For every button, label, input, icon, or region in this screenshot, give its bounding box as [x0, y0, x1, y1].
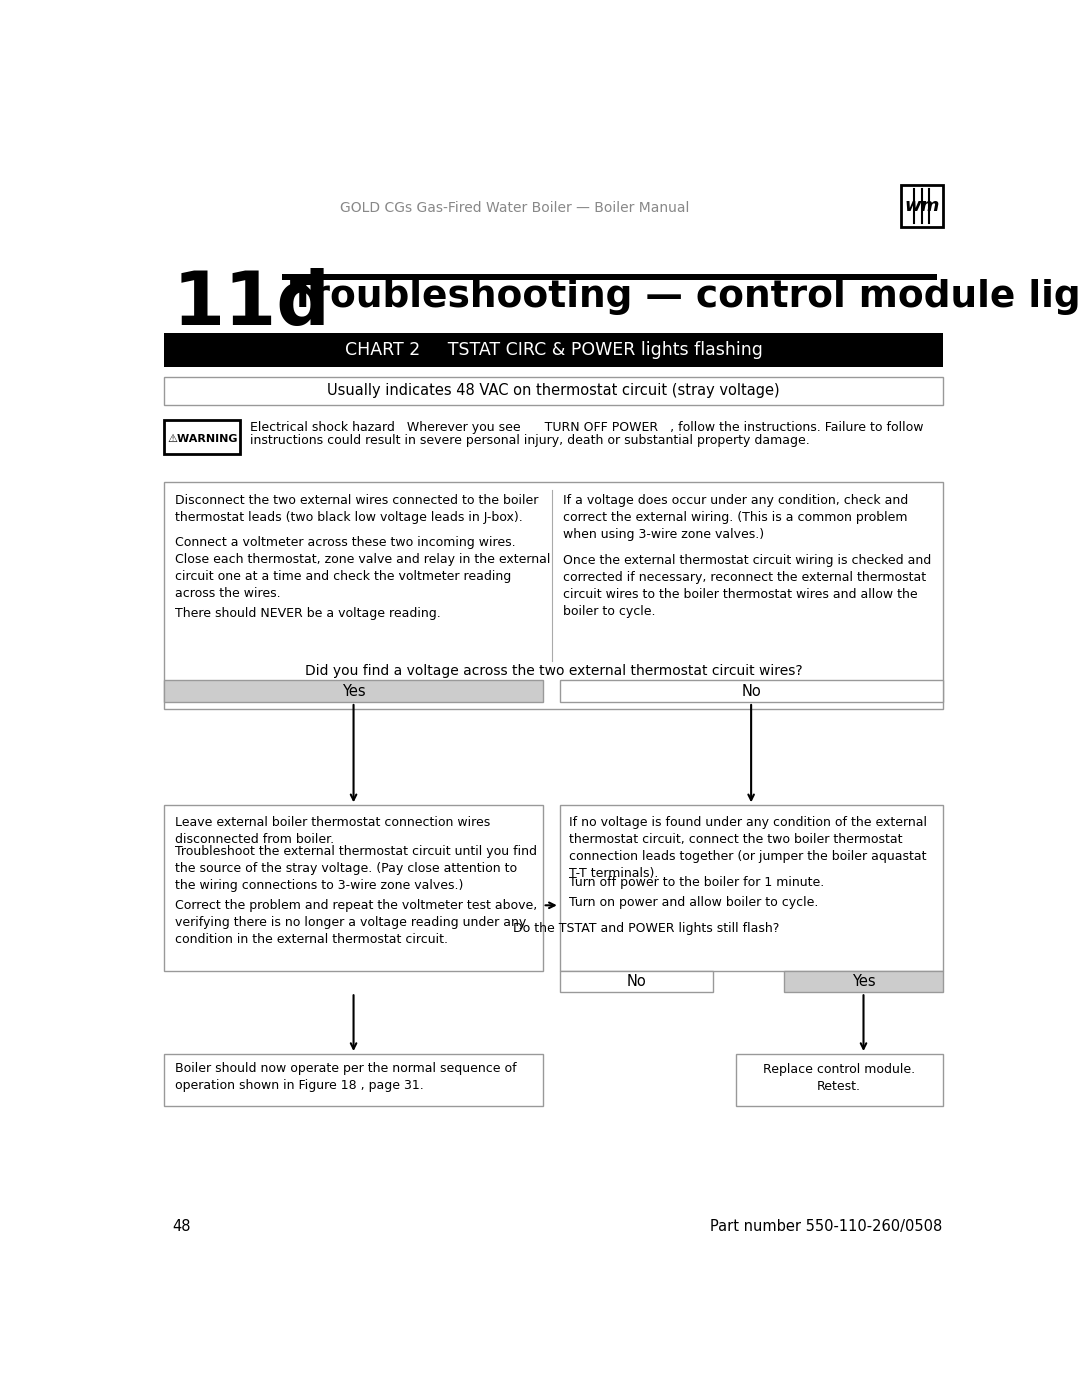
Text: If no voltage is found under any condition of the external
thermostat circuit, c: If no voltage is found under any conditi…	[569, 816, 927, 880]
Text: Replace control module.
Retest.: Replace control module. Retest.	[762, 1063, 915, 1092]
Text: Part number 550-110-260/0508: Part number 550-110-260/0508	[711, 1220, 943, 1234]
Text: Did you find a voltage across the two external thermostat circuit wires?: Did you find a voltage across the two ex…	[305, 664, 802, 678]
Bar	[164, 680, 542, 703]
Bar	[559, 971, 713, 992]
Bar	[901, 184, 943, 226]
Text: Do the TSTAT and POWER lights still flash?: Do the TSTAT and POWER lights still flas…	[513, 922, 780, 935]
Text: Once the external thermostat circuit wiring is checked and
corrected if necessar: Once the external thermostat circuit wir…	[563, 555, 931, 619]
Bar	[164, 377, 943, 405]
Bar	[164, 334, 943, 367]
Text: Yes: Yes	[341, 683, 365, 698]
Text: If a voltage does occur under any condition, check and
correct the external wiri: If a voltage does occur under any condit…	[563, 495, 908, 541]
Text: GOLD CGs Gas-Fired Water Boiler — Boiler Manual: GOLD CGs Gas-Fired Water Boiler — Boiler…	[340, 201, 689, 215]
Bar	[164, 1053, 542, 1106]
Bar	[164, 420, 241, 454]
Text: No: No	[741, 683, 761, 698]
Text: ⚠WARNING: ⚠WARNING	[167, 433, 238, 444]
Text: Electrical shock hazard   Wherever you see      TURN OFF POWER   , follow the in: Electrical shock hazard Wherever you see…	[249, 420, 923, 433]
Bar	[164, 482, 943, 708]
Text: Troubleshoot the external thermostat circuit until you find
the source of the st: Troubleshoot the external thermostat cir…	[175, 845, 538, 893]
Text: 48: 48	[172, 1220, 191, 1234]
Text: Troubleshooting — control module lights: Troubleshooting — control module lights	[291, 279, 1080, 314]
Bar	[784, 971, 943, 992]
Text: wm: wm	[904, 197, 940, 215]
Text: 11d: 11d	[172, 268, 330, 341]
Text: Connect a voltmeter across these two incoming wires.
Close each thermostat, zone: Connect a voltmeter across these two inc…	[175, 535, 551, 599]
Text: Boiler should now operate per the normal sequence of
operation shown in Figure 1: Boiler should now operate per the normal…	[175, 1062, 517, 1091]
Bar	[735, 1053, 943, 1106]
Text: Leave external boiler thermostat connection wires
disconnected from boiler.: Leave external boiler thermostat connect…	[175, 816, 490, 847]
Text: Disconnect the two external wires connected to the boiler
thermostat leads (two : Disconnect the two external wires connec…	[175, 495, 539, 524]
Bar	[559, 805, 943, 971]
Bar	[559, 680, 943, 703]
Bar	[282, 274, 937, 279]
Text: Turn on power and allow boiler to cycle.: Turn on power and allow boiler to cycle.	[569, 895, 819, 909]
Bar	[164, 805, 542, 971]
Text: No: No	[626, 974, 646, 989]
Text: There should NEVER be a voltage reading.: There should NEVER be a voltage reading.	[175, 606, 441, 619]
Text: Turn off power to the boiler for 1 minute.: Turn off power to the boiler for 1 minut…	[569, 876, 824, 888]
Text: instructions could result in severe personal injury, death or substantial proper: instructions could result in severe pers…	[249, 434, 809, 447]
Text: Correct the problem and repeat the voltmeter test above,
verifying there is no l: Correct the problem and repeat the voltm…	[175, 900, 538, 946]
Text: CHART 2     TSTAT CIRC & POWER lights flashing: CHART 2 TSTAT CIRC & POWER lights flashi…	[345, 341, 762, 359]
Text: Usually indicates 48 VAC on thermostat circuit (stray voltage): Usually indicates 48 VAC on thermostat c…	[327, 383, 780, 398]
Text: Yes: Yes	[852, 974, 875, 989]
